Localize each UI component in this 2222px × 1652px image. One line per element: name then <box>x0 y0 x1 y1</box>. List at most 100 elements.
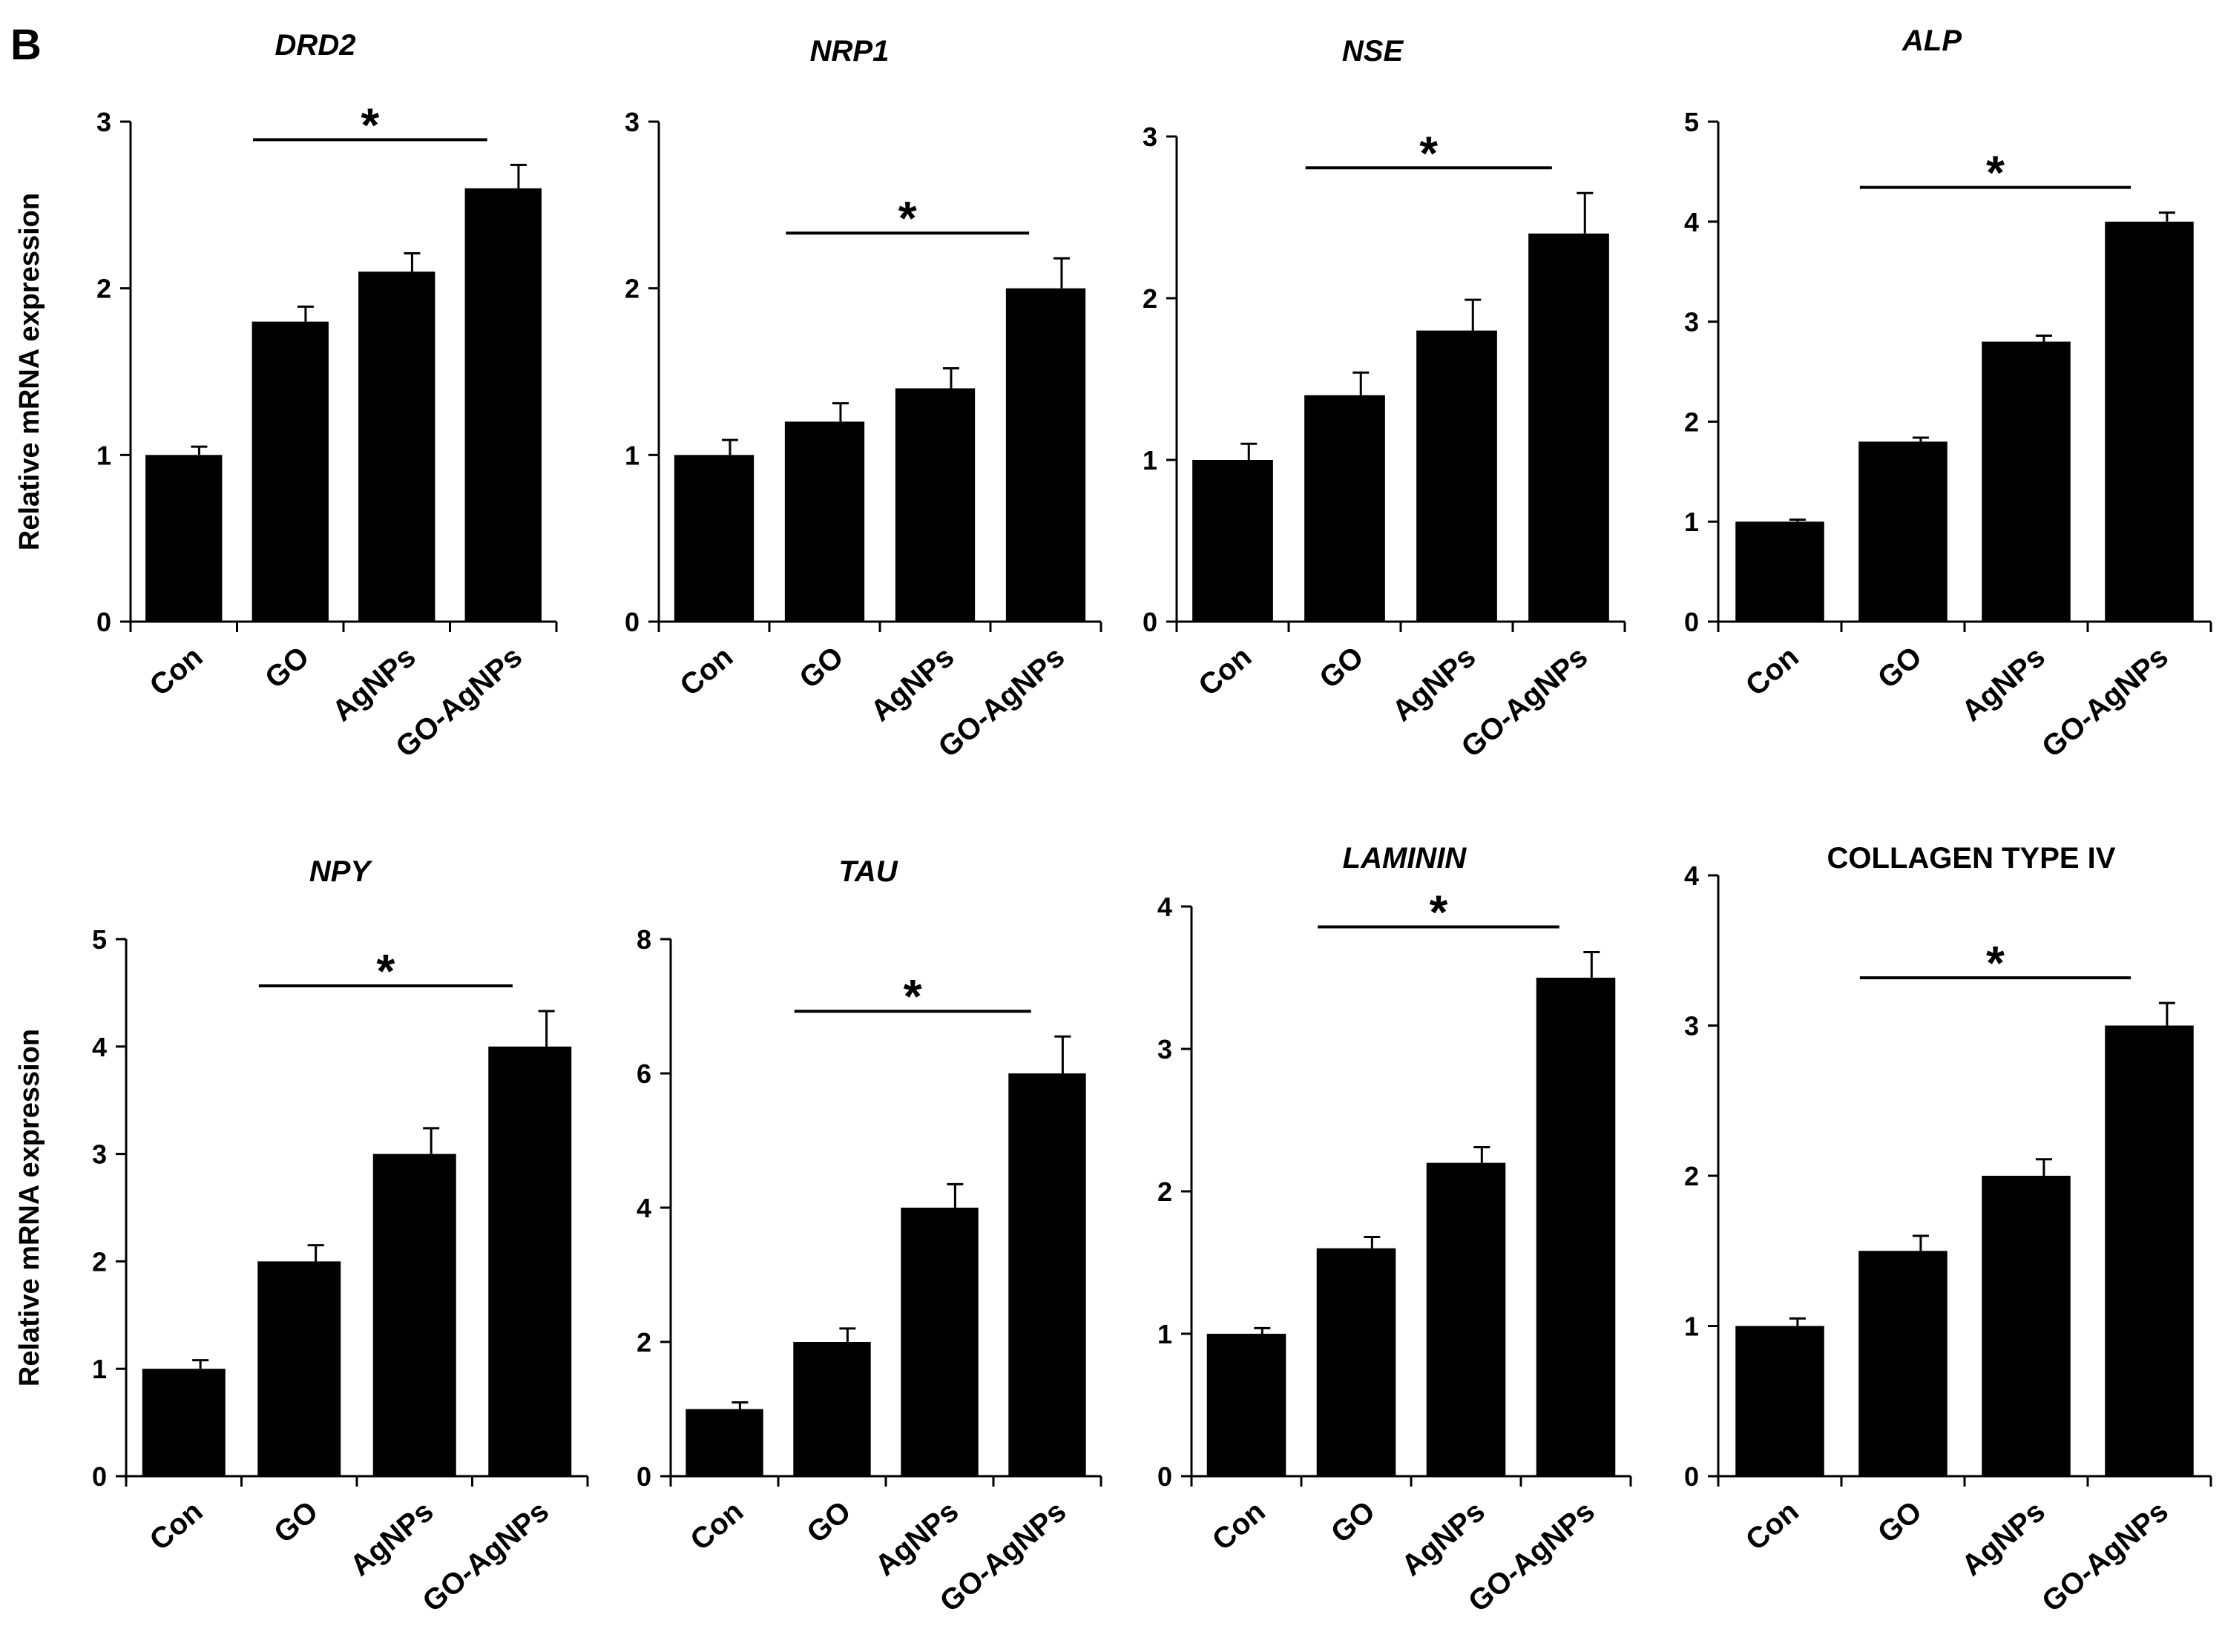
y-tick-label: 3 <box>96 107 111 137</box>
category-label: AgNPs <box>870 1495 965 1582</box>
category-label: AgNPs <box>1956 1495 2051 1582</box>
y-tick-label: 1 <box>92 1354 107 1384</box>
y-tick-label: 2 <box>1684 407 1699 437</box>
bar-go-agnps <box>464 188 542 622</box>
y-tick-label: 1 <box>625 440 640 470</box>
significance-marker: * <box>1430 885 1448 938</box>
category-label: Con <box>684 1495 749 1557</box>
bar-agnps <box>1426 1162 1506 1476</box>
category-label: GO <box>1325 1495 1381 1550</box>
bar-con <box>674 455 755 622</box>
category-label: GO <box>259 640 315 695</box>
y-tick-label: 0 <box>96 607 111 637</box>
bar-go <box>1304 395 1385 622</box>
y-tick-label: 0 <box>1157 1461 1172 1492</box>
category-label: AgNPs <box>1956 640 2051 728</box>
y-tick-label: 1 <box>1684 1312 1699 1342</box>
significance-marker: * <box>898 191 917 245</box>
bar-go <box>1858 441 1947 622</box>
bar-con <box>142 1369 226 1476</box>
y-tick-label: 2 <box>92 1246 107 1277</box>
y-tick-label: 1 <box>1157 1319 1172 1349</box>
bar-go <box>257 1261 341 1476</box>
chart-title: NPY <box>309 855 373 888</box>
bar-go-agnps <box>1005 288 1086 622</box>
category-label: GO <box>1313 640 1370 695</box>
y-tick-label: 8 <box>637 924 651 955</box>
significance-marker: * <box>361 98 379 151</box>
y-tick-label: 3 <box>1684 1011 1699 1041</box>
bar-go-agnps <box>1528 233 1609 622</box>
y-tick-label: 0 <box>92 1461 107 1492</box>
y-tick-label: 4 <box>637 1193 651 1223</box>
y-tick-label: 2 <box>625 274 640 304</box>
y-tick-label: 0 <box>1684 1461 1699 1492</box>
bar-go-agnps <box>2105 221 2194 622</box>
bar-agnps <box>1416 330 1497 622</box>
category-label: GO <box>1872 1495 1928 1550</box>
y-axis-label: Relative mRNA expression <box>14 193 45 550</box>
y-tick-label: 4 <box>1157 892 1172 922</box>
bar-agnps <box>358 272 435 622</box>
y-tick-label: 1 <box>96 440 111 470</box>
category-label: GO <box>801 1495 857 1550</box>
chart-title: LAMININ <box>1343 842 1467 875</box>
bar-con <box>1735 1326 1824 1476</box>
y-tick-label: 2 <box>1143 283 1157 314</box>
category-label: Con <box>1740 1495 1805 1557</box>
chart-title: NRP1 <box>810 35 890 68</box>
bar-con <box>686 1409 763 1476</box>
chart-title: ALP <box>1901 24 1962 57</box>
category-label: Con <box>1206 1495 1272 1557</box>
y-tick-label: 3 <box>1157 1034 1172 1064</box>
y-tick-label: 0 <box>1684 607 1699 637</box>
significance-marker: * <box>376 944 395 998</box>
category-label: Con <box>144 640 209 702</box>
category-label: Con <box>1192 640 1258 702</box>
y-tick-label: 6 <box>637 1059 651 1089</box>
bar-con <box>1735 521 1824 622</box>
category-label: Con <box>1740 640 1805 702</box>
y-tick-label: 0 <box>625 607 640 637</box>
bar-go-agnps <box>2105 1025 2194 1476</box>
category-label: AgNPs <box>1387 640 1482 728</box>
category-label: AgNPs <box>865 640 961 728</box>
y-tick-label: 1 <box>1684 507 1699 537</box>
y-tick-label: 4 <box>1684 860 1699 891</box>
bar-con <box>145 455 223 622</box>
category-label: Con <box>674 640 739 702</box>
y-tick-label: 4 <box>1684 207 1699 237</box>
y-axis-label: Relative mRNA expression <box>14 1029 45 1386</box>
panel-label: B <box>10 21 42 69</box>
y-tick-label: 3 <box>1143 122 1157 152</box>
y-tick-label: 2 <box>1157 1177 1172 1207</box>
category-label: GO-AgNPs <box>416 1495 555 1619</box>
y-tick-label: 1 <box>1143 445 1157 475</box>
significance-marker: * <box>1419 126 1438 180</box>
bar-go-agnps <box>1008 1073 1086 1476</box>
category-label: GO <box>1872 640 1928 695</box>
chart-title: NSE <box>1342 35 1404 68</box>
y-tick-label: 5 <box>1684 107 1699 137</box>
chart-title: TAU <box>838 855 898 888</box>
bar-agnps <box>1982 341 2071 622</box>
bar-go <box>252 321 329 622</box>
bar-go <box>1858 1251 1947 1476</box>
y-tick-label: 3 <box>625 107 640 137</box>
chart-title: COLLAGEN TYPE IV <box>1827 842 2116 875</box>
y-tick-label: 2 <box>1684 1161 1699 1191</box>
category-label: AgNPs <box>1396 1495 1491 1582</box>
bar-go-agnps <box>488 1046 572 1476</box>
bar-agnps <box>895 388 976 622</box>
y-tick-label: 5 <box>92 924 107 955</box>
category-label: GO-AgNPs <box>2036 640 2175 764</box>
bar-agnps <box>372 1154 456 1476</box>
bar-go <box>1316 1248 1396 1476</box>
category-label: GO-AgNPs <box>2036 1495 2175 1619</box>
